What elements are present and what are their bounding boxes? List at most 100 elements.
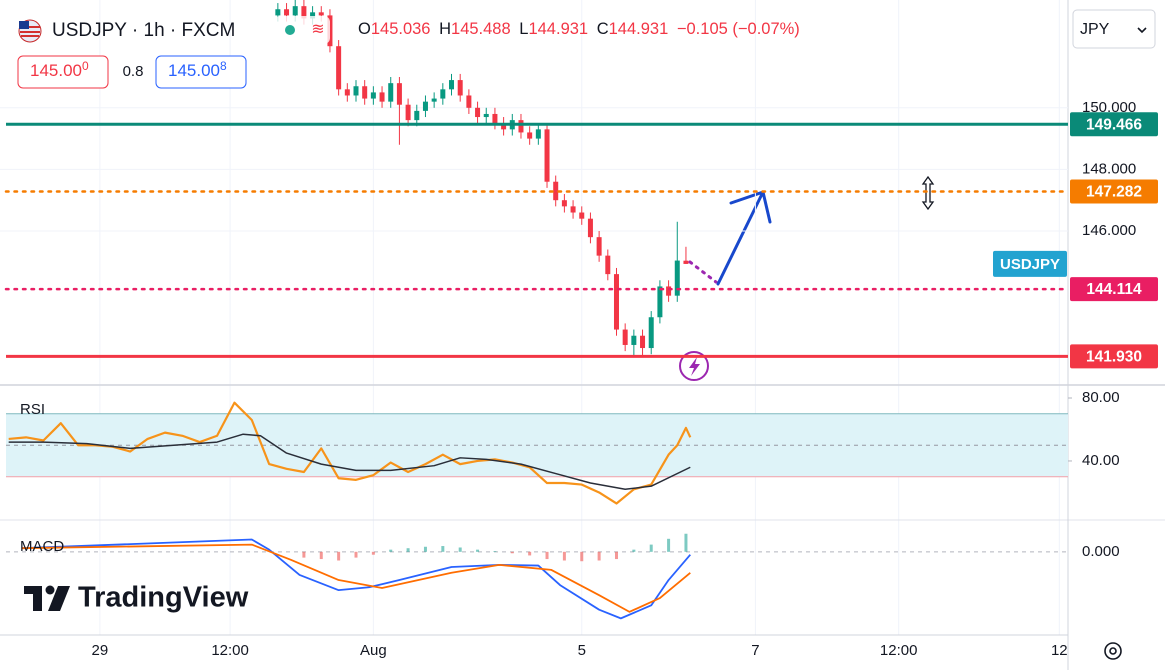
histogram-bar bbox=[458, 547, 462, 552]
histogram-bar bbox=[441, 546, 445, 552]
candle-body bbox=[275, 9, 281, 16]
candle-body bbox=[596, 237, 602, 256]
indicator-line bbox=[21, 538, 691, 620]
histogram-bar bbox=[597, 551, 601, 561]
symbol-tag-label: USDJPY bbox=[1000, 256, 1060, 273]
histogram-bar bbox=[337, 551, 341, 561]
candle-body bbox=[370, 92, 376, 99]
histogram-bar bbox=[632, 549, 636, 552]
y-tick-label: 146.000 bbox=[1082, 222, 1136, 239]
candle-body bbox=[431, 98, 437, 102]
candle-body bbox=[648, 317, 654, 349]
y-tick-label: 80.00 bbox=[1082, 389, 1120, 406]
histogram-bar bbox=[667, 538, 671, 552]
candle-body bbox=[579, 212, 585, 219]
candle-body bbox=[327, 15, 333, 47]
histogram-bar bbox=[493, 551, 497, 552]
histogram-bar bbox=[319, 551, 323, 560]
candle-body bbox=[344, 89, 350, 96]
histogram-bar bbox=[528, 551, 532, 556]
candle-body bbox=[518, 120, 524, 133]
candle-body bbox=[405, 104, 411, 121]
candle-body bbox=[475, 107, 481, 118]
candle-body bbox=[492, 113, 498, 124]
candle-body bbox=[483, 113, 489, 118]
histogram-bar bbox=[649, 544, 653, 552]
resize-icon bbox=[921, 175, 935, 211]
x-tick-label: 7 bbox=[751, 642, 759, 659]
candle-body bbox=[501, 123, 507, 130]
candle-body bbox=[388, 83, 394, 102]
y-tick-label: 40.00 bbox=[1082, 452, 1120, 469]
price-level-label: 144.114 bbox=[1086, 281, 1142, 298]
price-level-tag bbox=[1070, 344, 1158, 369]
indicator-line bbox=[8, 433, 691, 491]
histogram-bar bbox=[510, 551, 514, 554]
candle-body bbox=[362, 86, 368, 99]
pane-title: MACD bbox=[20, 538, 64, 555]
indicator-line bbox=[21, 543, 691, 613]
candle-body bbox=[284, 9, 290, 16]
candle-body bbox=[570, 206, 576, 213]
candle-body bbox=[587, 218, 593, 238]
candle-body bbox=[466, 95, 472, 108]
histogram-bar bbox=[302, 551, 306, 558]
candle-body bbox=[640, 335, 646, 349]
candle-body bbox=[657, 286, 663, 318]
price-level-label: 141.930 bbox=[1086, 348, 1142, 365]
candle-body bbox=[622, 329, 628, 345]
symbol-tag bbox=[993, 250, 1067, 277]
price-level-tag bbox=[1070, 277, 1158, 302]
price-level-tag bbox=[1070, 179, 1158, 204]
histogram-bar bbox=[406, 548, 410, 552]
projection-dots bbox=[688, 260, 718, 284]
candle-body bbox=[605, 255, 611, 275]
x-tick-label: 29 bbox=[92, 642, 109, 659]
histogram-bar bbox=[614, 551, 618, 560]
candle-body bbox=[561, 200, 567, 207]
histogram-bar bbox=[562, 551, 566, 561]
price-level-label: 147.282 bbox=[1086, 184, 1142, 201]
histogram-bar bbox=[371, 551, 375, 555]
histogram-bar bbox=[354, 551, 358, 558]
histogram-bar bbox=[389, 549, 393, 552]
y-tick-label: 148.000 bbox=[1082, 160, 1136, 177]
candle-body bbox=[544, 129, 550, 182]
candle-body bbox=[457, 80, 463, 96]
histogram-bar bbox=[684, 533, 688, 552]
x-tick-label: 12:00 bbox=[211, 642, 249, 659]
histogram-bar bbox=[476, 549, 480, 552]
candle-body bbox=[422, 101, 428, 111]
candle-body bbox=[666, 286, 672, 296]
candle-body bbox=[674, 260, 680, 296]
pane-title: RSI bbox=[20, 401, 45, 418]
candle-body bbox=[527, 132, 533, 139]
candle-body bbox=[414, 110, 420, 121]
histogram-bar bbox=[545, 551, 549, 560]
candle-body bbox=[613, 274, 619, 330]
y-tick-label: 150.000 bbox=[1082, 99, 1136, 116]
histogram-bar bbox=[580, 551, 584, 562]
candle-body bbox=[683, 260, 689, 264]
x-tick-label: Aug bbox=[360, 642, 387, 659]
candle-body bbox=[631, 335, 637, 345]
indicator-line bbox=[8, 401, 692, 505]
histogram-bar bbox=[423, 546, 427, 552]
x-tick-label: 12:00 bbox=[880, 642, 918, 659]
candle-body bbox=[336, 46, 342, 90]
candle-body bbox=[292, 6, 298, 16]
candle-body bbox=[301, 6, 307, 19]
x-tick-label: 12 bbox=[1051, 642, 1068, 659]
candle-body bbox=[553, 181, 559, 201]
candle-body bbox=[535, 129, 541, 139]
candle-body bbox=[449, 80, 455, 90]
lightning-icon bbox=[679, 351, 709, 381]
candle-body bbox=[440, 89, 446, 99]
price-level-tag bbox=[1070, 112, 1158, 137]
y-tick-label: 0.000 bbox=[1082, 543, 1120, 560]
candle-body bbox=[396, 83, 402, 105]
candle-body bbox=[318, 12, 324, 16]
x-tick-label: 5 bbox=[578, 642, 586, 659]
